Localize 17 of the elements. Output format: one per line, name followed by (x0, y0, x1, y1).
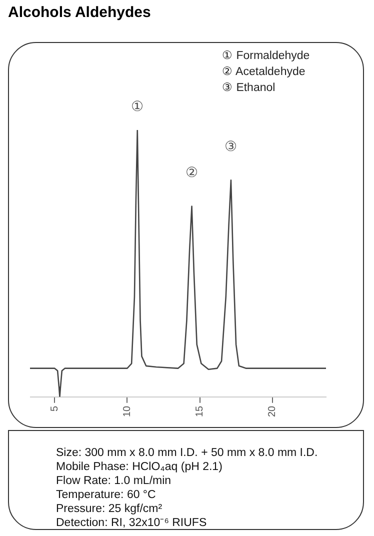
text: Detection: RI, 32x10⁻⁶ RIUFS (56, 516, 208, 530)
text: Size: 300 mm x 8.0 mm I.D. + 50 mm x 8.0 mm I.D. (56, 446, 318, 460)
text: ① (130, 98, 144, 114)
chart-title: Alcohols Aldehydes (8, 4, 151, 21)
text: ③ Ethanol (222, 81, 276, 96)
x-tick-label: 10 (122, 405, 133, 417)
x-tick-label: 5 (49, 405, 60, 412)
text: ① Formaldehyde (222, 49, 310, 64)
x-tick-label: 20 (267, 405, 278, 417)
text: ② Acetaldehyde (222, 65, 306, 80)
annotation: ③ (224, 138, 238, 154)
text: Pressure: 25 kgf/cm² (56, 502, 164, 516)
text: Mobile Phase: HClO₄aq (pH 2.1) (56, 460, 224, 474)
x-tick-label: 15 (194, 405, 206, 417)
text: Flow Rate: 1.0 mL/min (56, 474, 172, 488)
annotation: ② (185, 164, 198, 180)
text: Temperature: 60 °C (56, 488, 157, 502)
